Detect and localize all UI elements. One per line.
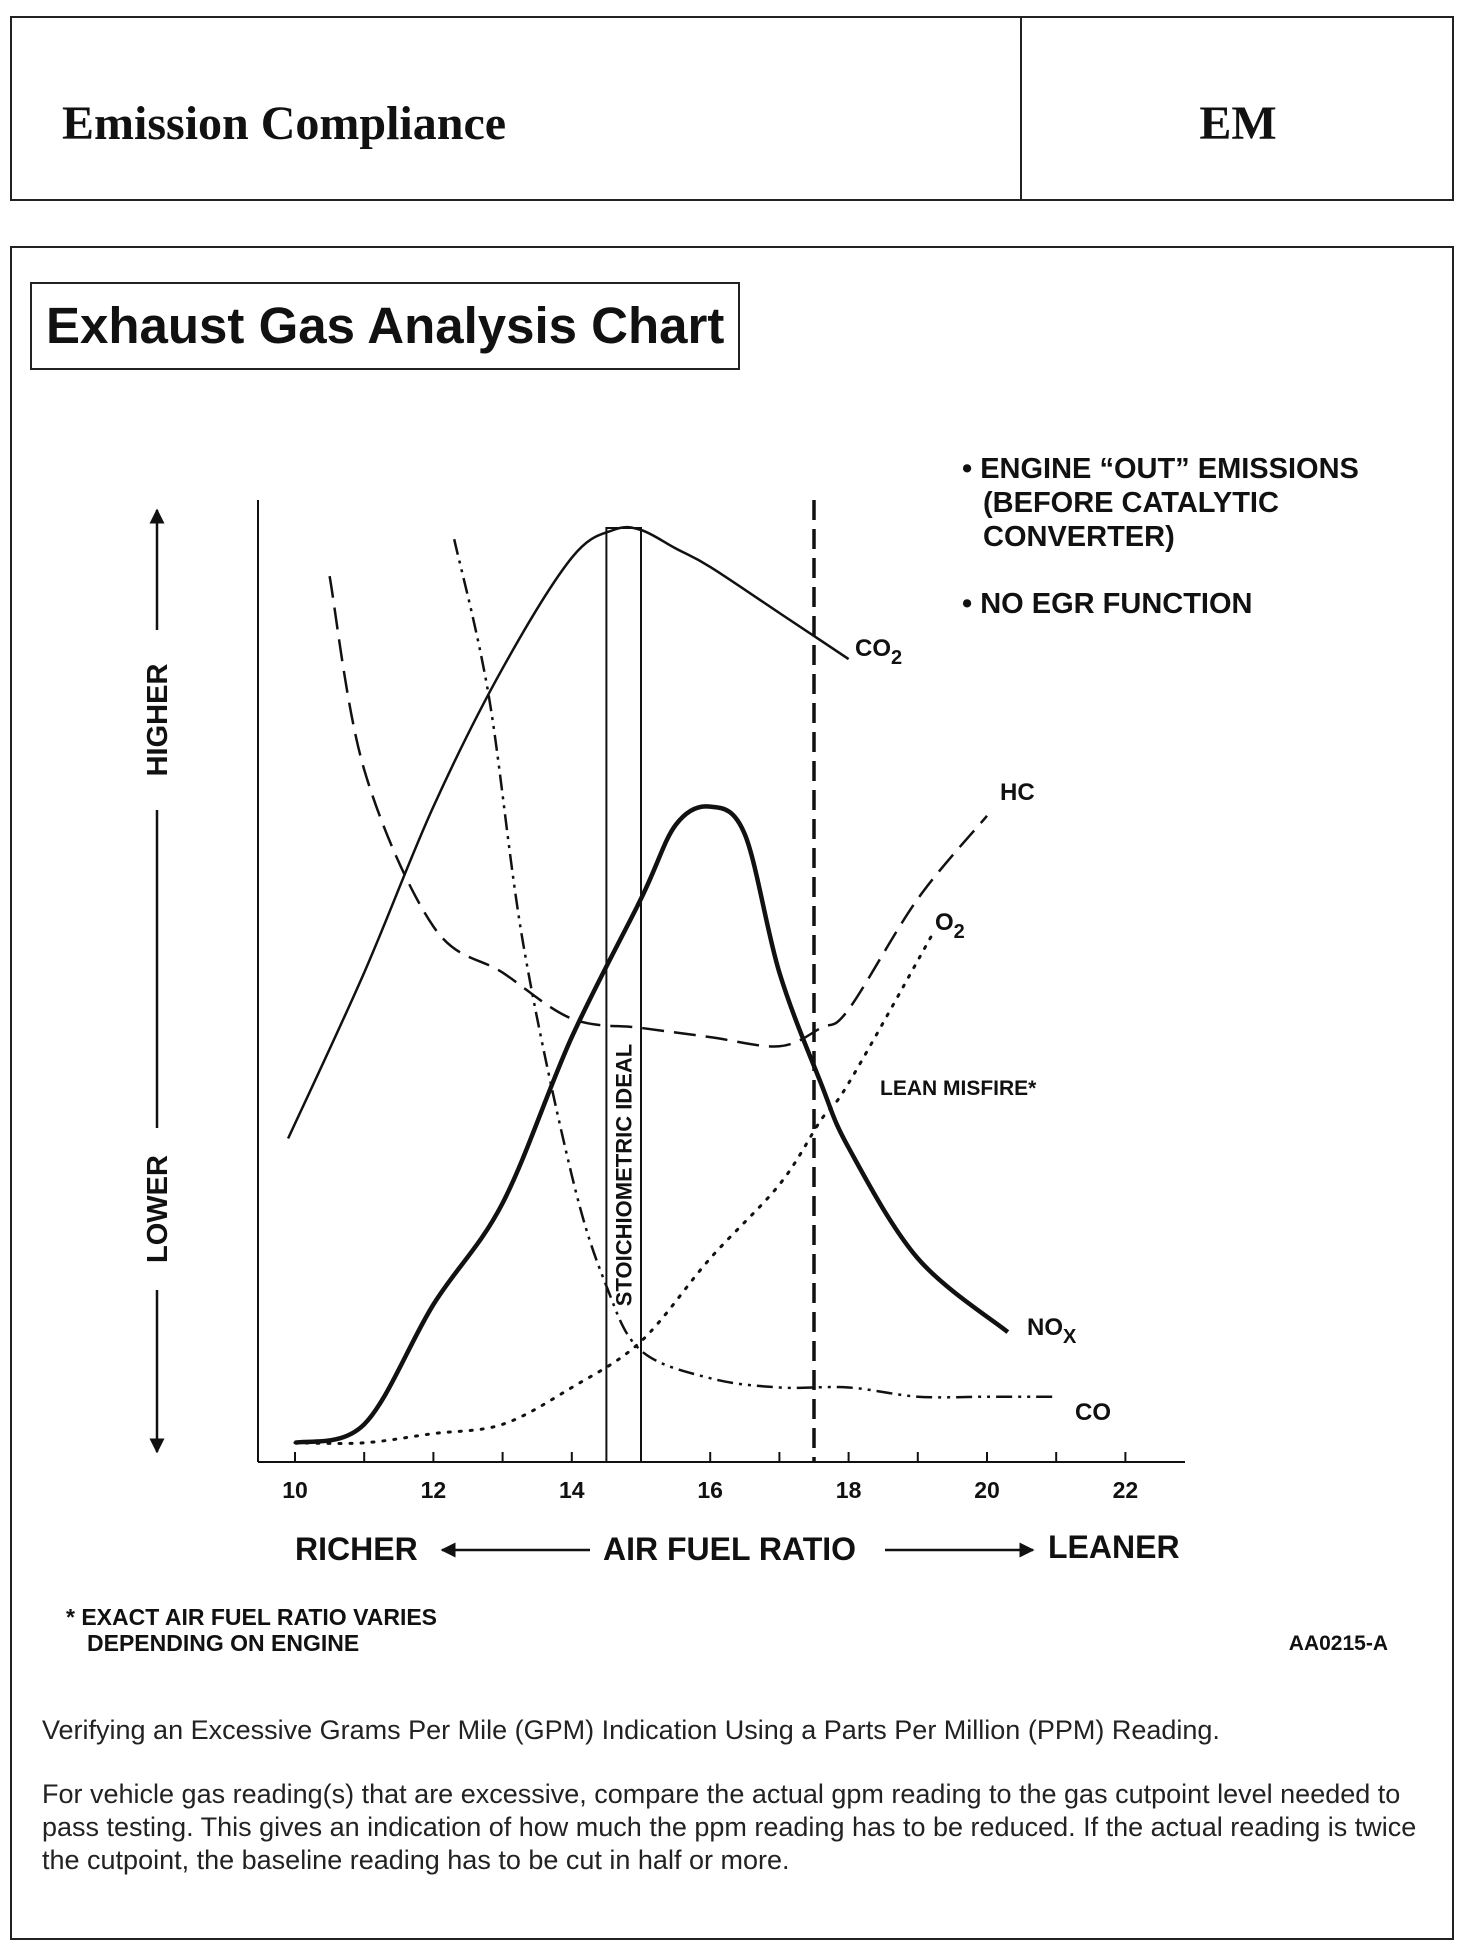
stoichiometric-band	[605, 527, 643, 1463]
x-tick-label-22: 22	[1113, 1477, 1139, 1503]
lean-misfire-label: LEAN MISFIRE*	[880, 1077, 1037, 1100]
series-label-nox: NOX	[1027, 1314, 1077, 1348]
x-axis-label: AIR FUEL RATIO	[603, 1531, 856, 1567]
figure-id: AA0215-A	[1289, 1632, 1388, 1655]
footnote-line-2: DEPENDING ON ENGINE	[87, 1630, 359, 1656]
chart-panel	[10, 246, 1454, 1940]
x-tick-label-18: 18	[836, 1477, 862, 1503]
footnote-line-1: * EXACT AIR FUEL RATIO VARIES	[66, 1604, 437, 1630]
series-label-co2: CO2	[855, 635, 902, 669]
x-tick-label-14: 14	[559, 1477, 585, 1503]
note-line-3: CONVERTER)	[983, 521, 1175, 553]
series-line-co	[452, 538, 1057, 1399]
x-tick-label-20: 20	[974, 1477, 1000, 1503]
section-title: Emission Compliance	[62, 97, 507, 150]
paragraph-body: For vehicle gas reading(s) that are exce…	[42, 1779, 1417, 1875]
note-line-2: (BEFORE CATALYTIC	[983, 487, 1279, 519]
series-line-hc	[328, 575, 988, 1048]
note-line-1: • ENGINE “OUT” EMISSIONS	[962, 453, 1359, 485]
exhaust-gas-chart: • ENGINE “OUT” EMISSIONS (BEFORE CATALYT…	[66, 453, 1388, 1656]
page-header: Emission Compliance EM	[10, 16, 1454, 201]
x-right-label: LEANER	[1048, 1529, 1180, 1565]
section-code: EM	[1199, 97, 1277, 150]
x-tick-label-12: 12	[421, 1477, 447, 1503]
series-label-hc: HC	[1000, 779, 1035, 806]
y-high-label: HIGHER	[142, 664, 174, 777]
series-line-nox	[294, 804, 1010, 1446]
x-tick-label-10: 10	[282, 1477, 308, 1503]
series-label-co: CO	[1075, 1399, 1111, 1426]
series-line-co2	[286, 525, 850, 1140]
stoichiometric-label: STOICHIOMETRIC IDEAL	[612, 1044, 637, 1306]
x-left-label: RICHER	[295, 1531, 418, 1567]
x-tick-label-16: 16	[697, 1477, 723, 1503]
y-low-label: LOWER	[142, 1155, 174, 1263]
series-line-o2	[293, 934, 934, 1445]
note-line-4: • NO EGR FUNCTION	[962, 588, 1252, 620]
header-divider	[1020, 18, 1022, 199]
paragraph-heading: Verifying an Excessive Grams Per Mile (G…	[42, 1715, 1220, 1745]
series-label-o2: O2	[935, 909, 965, 943]
chart-title: Exhaust Gas Analysis Chart	[30, 282, 741, 370]
